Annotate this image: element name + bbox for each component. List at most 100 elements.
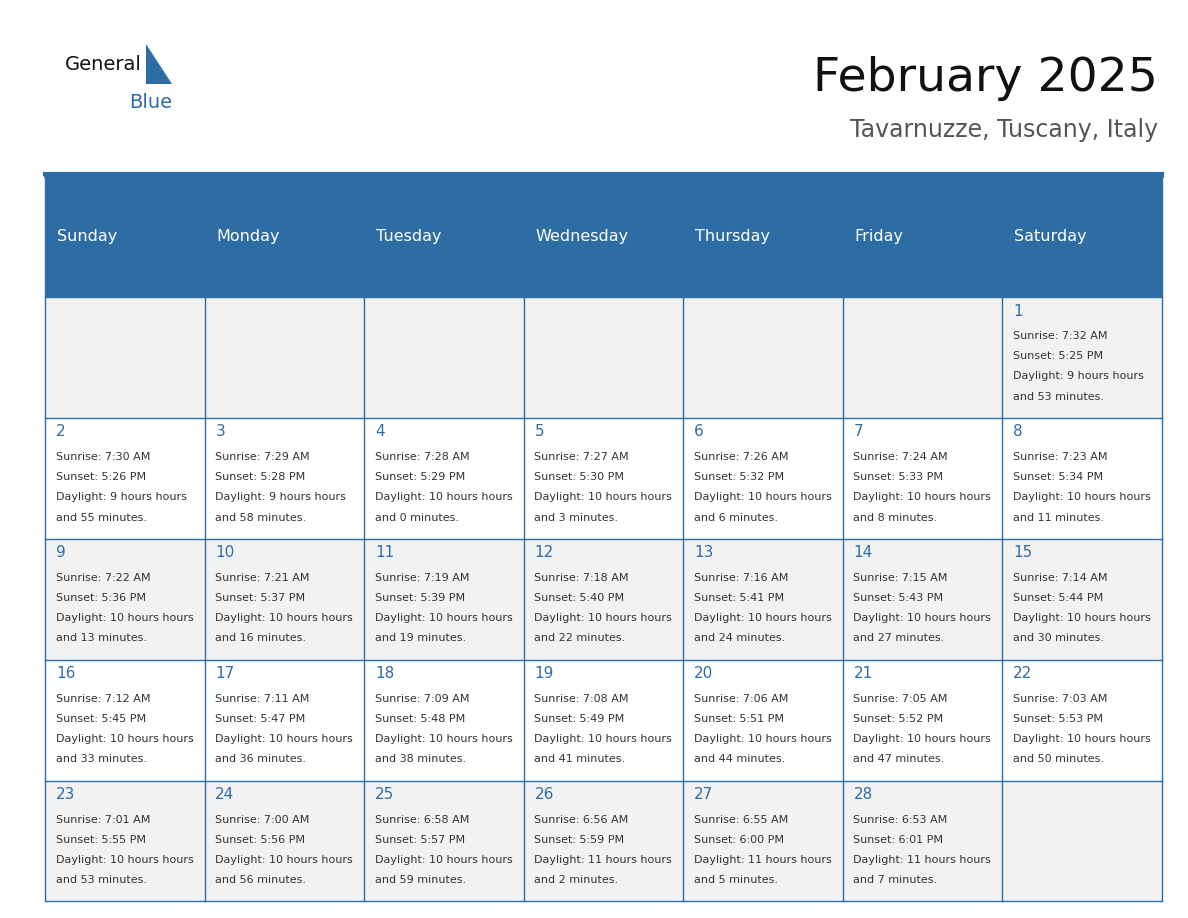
Text: and 22 minutes.: and 22 minutes. xyxy=(535,633,626,644)
Text: 17: 17 xyxy=(215,666,234,681)
Bar xyxy=(204,297,365,418)
Text: Daylight: 9 hours hours: Daylight: 9 hours hours xyxy=(1013,372,1144,382)
Text: and 7 minutes.: and 7 minutes. xyxy=(853,875,937,885)
Text: Sunrise: 7:15 AM: Sunrise: 7:15 AM xyxy=(853,573,948,583)
Polygon shape xyxy=(146,44,172,84)
Text: Sunset: 5:47 PM: Sunset: 5:47 PM xyxy=(215,714,305,724)
Text: and 24 minutes.: and 24 minutes. xyxy=(694,633,785,644)
Text: 1: 1 xyxy=(1013,304,1023,319)
Bar xyxy=(45,176,1162,297)
Bar xyxy=(204,660,365,780)
Text: Daylight: 11 hours hours: Daylight: 11 hours hours xyxy=(853,855,991,865)
Text: and 44 minutes.: and 44 minutes. xyxy=(694,755,785,765)
Text: Sunset: 5:52 PM: Sunset: 5:52 PM xyxy=(853,714,943,724)
Bar xyxy=(683,660,842,780)
Text: Sunrise: 7:16 AM: Sunrise: 7:16 AM xyxy=(694,573,789,583)
Text: Sunset: 5:57 PM: Sunset: 5:57 PM xyxy=(375,834,465,845)
Text: and 38 minutes.: and 38 minutes. xyxy=(375,755,466,765)
Text: Daylight: 10 hours hours: Daylight: 10 hours hours xyxy=(694,613,832,623)
Text: and 19 minutes.: and 19 minutes. xyxy=(375,633,466,644)
Text: Friday: Friday xyxy=(854,230,904,244)
Bar xyxy=(683,539,842,660)
Text: and 3 minutes.: and 3 minutes. xyxy=(535,512,619,522)
Text: Sunset: 5:43 PM: Sunset: 5:43 PM xyxy=(853,593,943,603)
Text: Daylight: 10 hours hours: Daylight: 10 hours hours xyxy=(215,734,353,744)
Text: 23: 23 xyxy=(56,787,75,802)
Text: 3: 3 xyxy=(215,424,225,440)
Text: Sunset: 5:37 PM: Sunset: 5:37 PM xyxy=(215,593,305,603)
Bar xyxy=(365,297,524,418)
Text: and 33 minutes.: and 33 minutes. xyxy=(56,755,147,765)
Text: 11: 11 xyxy=(375,545,394,560)
Text: Sunrise: 7:23 AM: Sunrise: 7:23 AM xyxy=(1013,452,1107,462)
Text: Sunrise: 6:58 AM: Sunrise: 6:58 AM xyxy=(375,814,469,824)
Bar xyxy=(1003,297,1162,418)
Bar xyxy=(1003,660,1162,780)
Text: Sunset: 5:59 PM: Sunset: 5:59 PM xyxy=(535,834,625,845)
Bar xyxy=(524,780,683,901)
Text: and 56 minutes.: and 56 minutes. xyxy=(215,875,307,885)
Text: 14: 14 xyxy=(853,545,873,560)
Text: 12: 12 xyxy=(535,545,554,560)
Bar xyxy=(524,297,683,418)
Text: Saturday: Saturday xyxy=(1015,230,1087,244)
Text: Sunrise: 7:00 AM: Sunrise: 7:00 AM xyxy=(215,814,310,824)
Text: 15: 15 xyxy=(1013,545,1032,560)
Text: Sunday: Sunday xyxy=(57,230,118,244)
Text: 25: 25 xyxy=(375,787,394,802)
Text: Sunset: 6:00 PM: Sunset: 6:00 PM xyxy=(694,834,784,845)
Text: Sunrise: 7:21 AM: Sunrise: 7:21 AM xyxy=(215,573,310,583)
Text: February 2025: February 2025 xyxy=(814,55,1158,101)
Text: Sunset: 5:36 PM: Sunset: 5:36 PM xyxy=(56,593,146,603)
Text: Daylight: 10 hours hours: Daylight: 10 hours hours xyxy=(375,734,513,744)
Text: and 47 minutes.: and 47 minutes. xyxy=(853,755,944,765)
Text: 21: 21 xyxy=(853,666,873,681)
Text: 6: 6 xyxy=(694,424,703,440)
Text: Sunrise: 7:26 AM: Sunrise: 7:26 AM xyxy=(694,452,789,462)
Text: Sunset: 5:33 PM: Sunset: 5:33 PM xyxy=(853,472,943,482)
Text: Blue: Blue xyxy=(129,94,172,112)
Text: Daylight: 10 hours hours: Daylight: 10 hours hours xyxy=(56,613,194,623)
Bar xyxy=(204,780,365,901)
Text: Tuesday: Tuesday xyxy=(377,230,442,244)
Bar xyxy=(45,418,204,539)
Text: Sunrise: 6:55 AM: Sunrise: 6:55 AM xyxy=(694,814,788,824)
Text: Daylight: 10 hours hours: Daylight: 10 hours hours xyxy=(375,855,513,865)
Text: Sunrise: 7:32 AM: Sunrise: 7:32 AM xyxy=(1013,331,1107,341)
Text: Sunset: 5:44 PM: Sunset: 5:44 PM xyxy=(1013,593,1104,603)
Bar xyxy=(842,418,1003,539)
Text: and 50 minutes.: and 50 minutes. xyxy=(1013,755,1104,765)
Text: Sunset: 5:49 PM: Sunset: 5:49 PM xyxy=(535,714,625,724)
Text: Daylight: 10 hours hours: Daylight: 10 hours hours xyxy=(694,492,832,502)
Text: Sunset: 5:32 PM: Sunset: 5:32 PM xyxy=(694,472,784,482)
Text: and 6 minutes.: and 6 minutes. xyxy=(694,512,778,522)
Text: and 0 minutes.: and 0 minutes. xyxy=(375,512,459,522)
Text: Sunrise: 7:12 AM: Sunrise: 7:12 AM xyxy=(56,694,151,704)
Text: Daylight: 11 hours hours: Daylight: 11 hours hours xyxy=(535,855,672,865)
Text: 20: 20 xyxy=(694,666,713,681)
Text: and 27 minutes.: and 27 minutes. xyxy=(853,633,944,644)
Text: Sunset: 5:28 PM: Sunset: 5:28 PM xyxy=(215,472,305,482)
Text: Sunrise: 7:09 AM: Sunrise: 7:09 AM xyxy=(375,694,469,704)
Text: 8: 8 xyxy=(1013,424,1023,440)
Bar xyxy=(524,418,683,539)
Text: Daylight: 10 hours hours: Daylight: 10 hours hours xyxy=(215,855,353,865)
Text: and 53 minutes.: and 53 minutes. xyxy=(1013,392,1104,402)
Bar xyxy=(683,780,842,901)
Text: 16: 16 xyxy=(56,666,75,681)
Text: Sunrise: 7:24 AM: Sunrise: 7:24 AM xyxy=(853,452,948,462)
Text: General: General xyxy=(65,55,143,73)
Text: 10: 10 xyxy=(215,545,234,560)
Text: Daylight: 10 hours hours: Daylight: 10 hours hours xyxy=(535,492,672,502)
Text: 13: 13 xyxy=(694,545,713,560)
Text: Sunset: 5:25 PM: Sunset: 5:25 PM xyxy=(1013,352,1104,362)
Text: Wednesday: Wednesday xyxy=(536,230,628,244)
Text: Sunset: 5:51 PM: Sunset: 5:51 PM xyxy=(694,714,784,724)
Text: and 59 minutes.: and 59 minutes. xyxy=(375,875,466,885)
Text: and 5 minutes.: and 5 minutes. xyxy=(694,875,778,885)
Text: Sunrise: 6:56 AM: Sunrise: 6:56 AM xyxy=(535,814,628,824)
Text: and 53 minutes.: and 53 minutes. xyxy=(56,875,147,885)
Text: 4: 4 xyxy=(375,424,385,440)
Text: Daylight: 10 hours hours: Daylight: 10 hours hours xyxy=(1013,613,1151,623)
Text: Daylight: 10 hours hours: Daylight: 10 hours hours xyxy=(215,613,353,623)
